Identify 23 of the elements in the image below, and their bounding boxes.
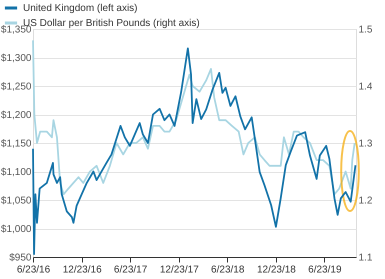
legend-label: United Kingdom (left axis) bbox=[23, 3, 138, 14]
y-tick-label: $1,200 bbox=[0, 110, 32, 121]
x-tick-label: 6/23/18 bbox=[211, 264, 245, 276]
y-tick-label: $1,100 bbox=[0, 167, 32, 178]
y-tick-label: $1,000 bbox=[0, 224, 32, 235]
y-tick-label: $950 bbox=[9, 252, 32, 264]
y-tick-label: $1,250 bbox=[0, 82, 32, 92]
line-series bbox=[32, 47, 356, 256]
y2-tick-label: 1.2 bbox=[358, 196, 373, 206]
line-series bbox=[32, 40, 356, 196]
x-tick-label: 12/23/17 bbox=[160, 264, 200, 276]
y2-tick-label: 1.5 bbox=[358, 24, 373, 36]
y2-tick-label: 1.4 bbox=[358, 82, 373, 92]
y-tick-label: $1,050 bbox=[0, 196, 32, 206]
x-tick-label: 6/23/16 bbox=[16, 264, 51, 276]
y2-tick-label: 1.3 bbox=[358, 138, 373, 150]
x-tick-label: 6/23/19 bbox=[308, 264, 342, 276]
x-tick-label: 12/23/16 bbox=[62, 264, 102, 276]
y-tick-label: $1,150 bbox=[0, 138, 32, 150]
x-tick-label: 6/23/17 bbox=[114, 264, 148, 276]
y2-tick-label: 1.1 bbox=[358, 252, 373, 264]
x-tick-label: 12/23/18 bbox=[256, 264, 296, 276]
y-tick-label: $1,300 bbox=[0, 53, 32, 64]
